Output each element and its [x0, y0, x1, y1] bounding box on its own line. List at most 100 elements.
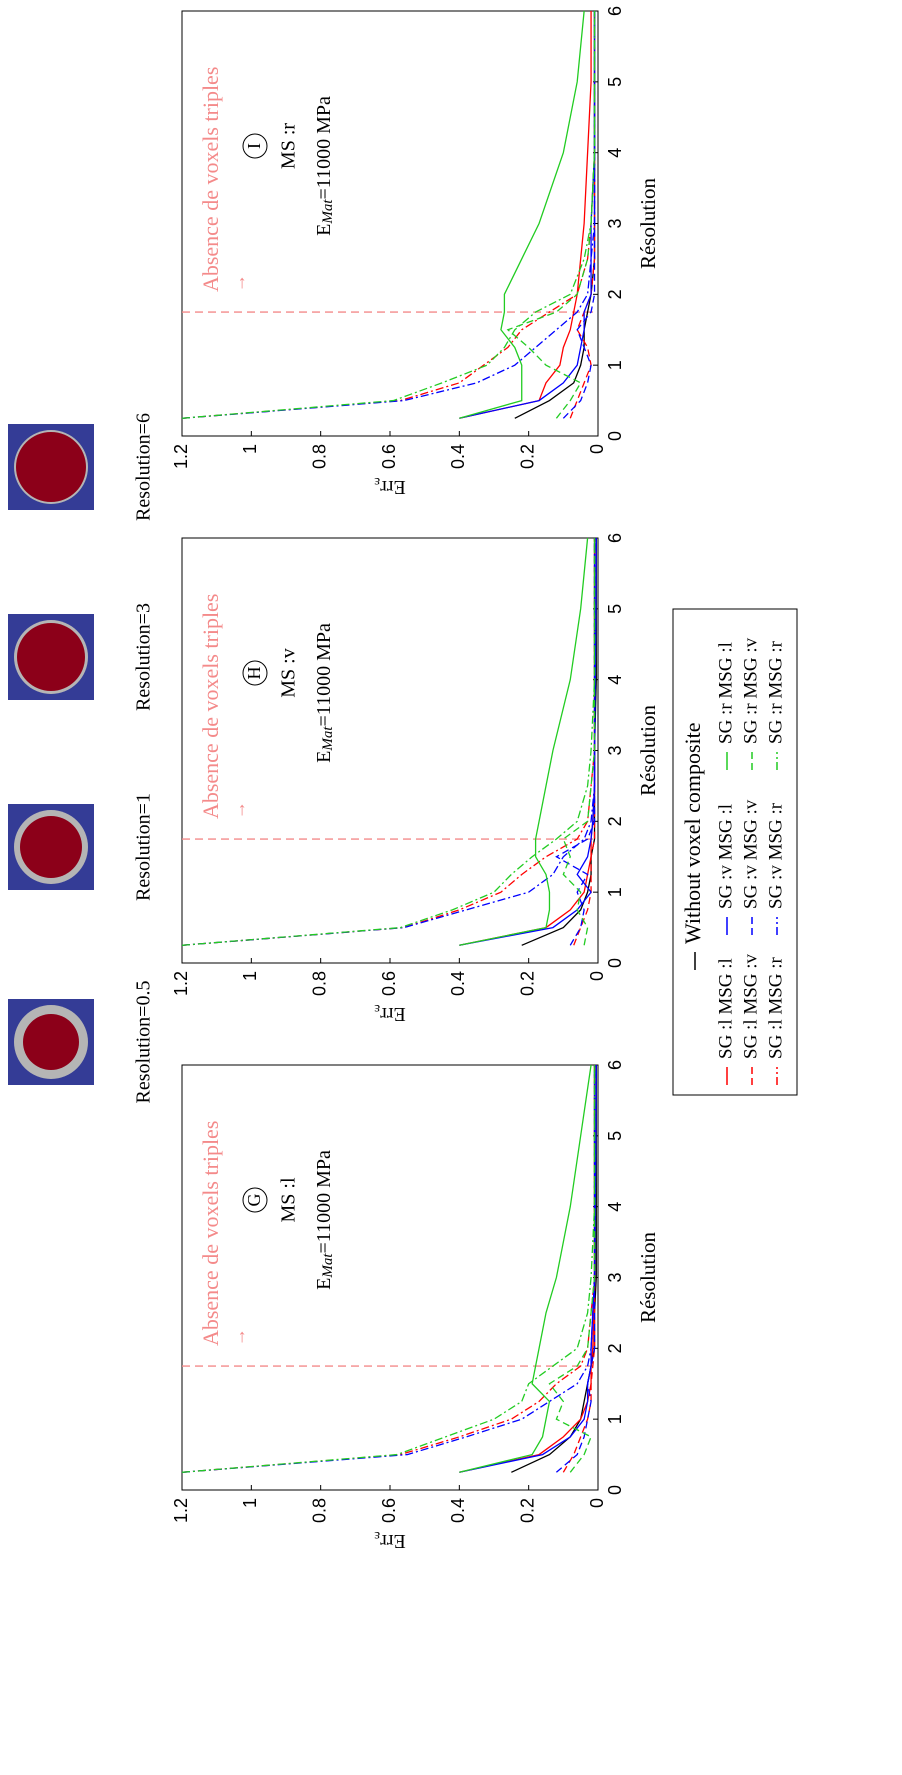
series-line — [555, 1065, 596, 1473]
x-tick-label: 0 — [605, 1485, 625, 1495]
legend-label: SG :l MSG :v — [740, 953, 761, 1059]
series-line — [514, 11, 596, 419]
x-tick-label: 5 — [605, 77, 625, 87]
x-axis-label: Résolution — [636, 1232, 660, 1324]
y-tick-label: 0.8 — [309, 971, 329, 996]
x-tick-label: 1 — [605, 360, 625, 370]
y-tick-label: 0.6 — [379, 971, 399, 996]
y-tick-label: 0.2 — [517, 971, 537, 996]
image-disk — [17, 623, 85, 691]
series-line — [181, 1065, 596, 1473]
x-tick-label: 4 — [605, 148, 625, 158]
panel-badge — [242, 133, 268, 159]
annotation-arrow: → — [229, 1328, 249, 1346]
series-line — [181, 11, 596, 419]
modulus-sub: Mat — [320, 726, 336, 752]
plot-frame — [181, 10, 599, 437]
y-label-sub: ε — [374, 1528, 380, 1543]
y-tick-label: 0.2 — [517, 1498, 537, 1523]
x-tick-label: 5 — [605, 1131, 625, 1141]
y-tick-label: 0.4 — [448, 444, 468, 469]
legend-label: SG :v MSG :l — [715, 804, 736, 909]
series-line — [181, 538, 596, 946]
image-label: Resolution=3 — [133, 603, 155, 711]
x-tick-label: 1 — [605, 1414, 625, 1424]
legend-label: Without voxel composite — [680, 722, 705, 944]
series-line — [521, 538, 597, 946]
series-line — [459, 1064, 597, 1473]
series-line — [562, 1065, 596, 1473]
y-tick-label: 0 — [587, 971, 607, 981]
series-line — [181, 11, 596, 419]
y-tick-label: 1.2 — [171, 444, 191, 469]
modulus-rest: =11000 MPa — [313, 96, 335, 199]
y-label-main: Err — [380, 1003, 406, 1025]
legend-box — [672, 608, 798, 1096]
y-tick-label: 0.2 — [517, 444, 537, 469]
x-tick-label: 0 — [605, 431, 625, 441]
series-line — [506, 11, 596, 419]
y-label-main: Err — [380, 1530, 406, 1552]
x-axis-label: Résolution — [636, 705, 660, 797]
modulus-label: EMat=11000 MPa — [313, 96, 337, 236]
series-line — [562, 538, 596, 946]
annotation: Absence de voxels triples — [198, 1121, 223, 1346]
legend-label: SG :l MSG :r — [765, 956, 786, 1059]
x-tick-label: 6 — [605, 533, 625, 543]
modulus-rest: =11000 MPa — [313, 1150, 335, 1253]
y-label-main: Err — [380, 476, 406, 498]
x-tick-label: 3 — [605, 218, 625, 228]
legend-label: SG :v MSG :v — [740, 799, 761, 909]
series-line — [562, 11, 596, 419]
y-tick-label: 1 — [240, 971, 260, 981]
image-disk — [16, 432, 86, 502]
plot-frame — [181, 537, 599, 964]
modulus-rest: =11000 MPa — [313, 623, 335, 726]
series-line — [459, 537, 589, 946]
modulus-e: E — [313, 224, 335, 236]
panel-letter: H — [244, 667, 264, 680]
x-tick-label: 4 — [605, 675, 625, 685]
image-disk — [20, 816, 82, 878]
y-axis-label: Errε — [374, 1001, 406, 1026]
image-label: Resolution=1 — [133, 793, 155, 901]
x-tick-label: 6 — [605, 6, 625, 16]
series-line — [181, 1065, 596, 1473]
y-tick-label: 0 — [587, 444, 607, 454]
legend-label: SG :r MSG :r — [765, 640, 786, 744]
x-tick-label: 5 — [605, 604, 625, 614]
panel-badge — [242, 660, 268, 686]
y-axis-label: Errε — [374, 474, 406, 499]
series-line — [548, 1065, 596, 1473]
y-tick-label: 0.8 — [309, 1498, 329, 1523]
annotation: Absence de voxels triples — [198, 67, 223, 292]
legend-label: SG :v MSG :r — [765, 802, 786, 909]
x-tick-label: 3 — [605, 1272, 625, 1282]
x-tick-label: 3 — [605, 745, 625, 755]
modulus-label: EMat=11000 MPa — [313, 623, 337, 763]
series-line — [181, 538, 596, 946]
x-tick-label: 6 — [605, 1060, 625, 1070]
y-tick-label: 1 — [240, 1498, 260, 1508]
image-disk — [23, 1014, 79, 1070]
y-label-sub: ε — [374, 474, 380, 489]
y-tick-label: 0 — [587, 1498, 607, 1508]
annotation-arrow: → — [229, 801, 249, 819]
image-label: Resolution=0.5 — [133, 981, 155, 1104]
x-tick-label: 2 — [605, 289, 625, 299]
y-tick-label: 0.6 — [379, 444, 399, 469]
panel-letter: I — [244, 143, 264, 149]
annotation: Absence de voxels triples — [198, 594, 223, 819]
modulus-e: E — [313, 1278, 335, 1290]
y-label-sub: ε — [374, 1001, 380, 1016]
x-tick-label: 1 — [605, 887, 625, 897]
y-tick-label: 1.2 — [171, 1498, 191, 1523]
x-tick-label: 2 — [605, 1343, 625, 1353]
y-axis-label: Errε — [374, 1528, 406, 1553]
series-line — [459, 11, 596, 419]
ms-label: MS :r — [278, 123, 300, 169]
series-line — [459, 11, 592, 419]
modulus-label: EMat=11000 MPa — [313, 1150, 337, 1290]
y-tick-label: 1.2 — [171, 971, 191, 996]
